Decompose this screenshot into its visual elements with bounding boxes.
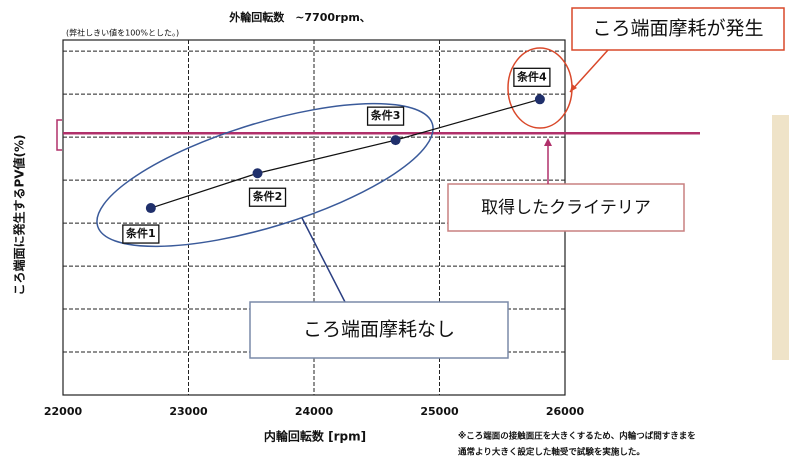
chart-title: 外輪回転数 ~7700rpm、 [228, 10, 371, 24]
callout-box [249, 301, 509, 359]
point-label: 条件3 [370, 108, 401, 122]
data-point [390, 135, 401, 146]
point-label: 条件1 [125, 226, 156, 240]
point-label-box [122, 224, 160, 244]
footnote: 通常より大きく設定した軸受で試験を実施した。 [458, 447, 645, 458]
arrow-head [570, 84, 577, 92]
callout-text: ころ端面摩耗が発生 [592, 18, 763, 40]
point-label: 条件4 [516, 69, 547, 83]
x-tick-label: 24000 [295, 405, 334, 418]
no-wear-ellipse [96, 102, 434, 248]
x-axis-label: 内輪回転数 [rpm] [264, 429, 366, 444]
data-point [145, 203, 156, 214]
arrow [569, 49, 609, 93]
x-tick-label: 23000 [169, 405, 208, 418]
wear-ellipse [507, 47, 573, 129]
arrow-head [544, 138, 552, 146]
y-axis-label: ころ端面に発生するPV値(%) [12, 134, 27, 295]
callout-box [447, 183, 685, 232]
series-line [150, 98, 541, 209]
callout-text: 取得したクライテリア [481, 198, 651, 218]
point-label: 条件2 [252, 189, 283, 203]
chart-subtitle: (弊社しきい値を100%とした。) [66, 28, 179, 38]
x-tick-label: 26000 [546, 405, 585, 418]
callout-box [571, 7, 785, 51]
callout-text: ころ端面摩耗なし [303, 319, 455, 341]
background-photo [772, 115, 789, 360]
x-tick-label: 25000 [420, 405, 459, 418]
arrow [301, 217, 346, 303]
bracket [56, 119, 62, 151]
footnote: ※ころ端面の接触面圧を大きくするため、内輪つば間すきまを [458, 431, 696, 442]
data-point [534, 94, 545, 105]
point-label-box [513, 67, 551, 87]
x-tick-label: 22000 [44, 405, 83, 418]
point-label-box [366, 106, 405, 126]
point-label-box [248, 187, 287, 207]
data-point [252, 168, 263, 179]
